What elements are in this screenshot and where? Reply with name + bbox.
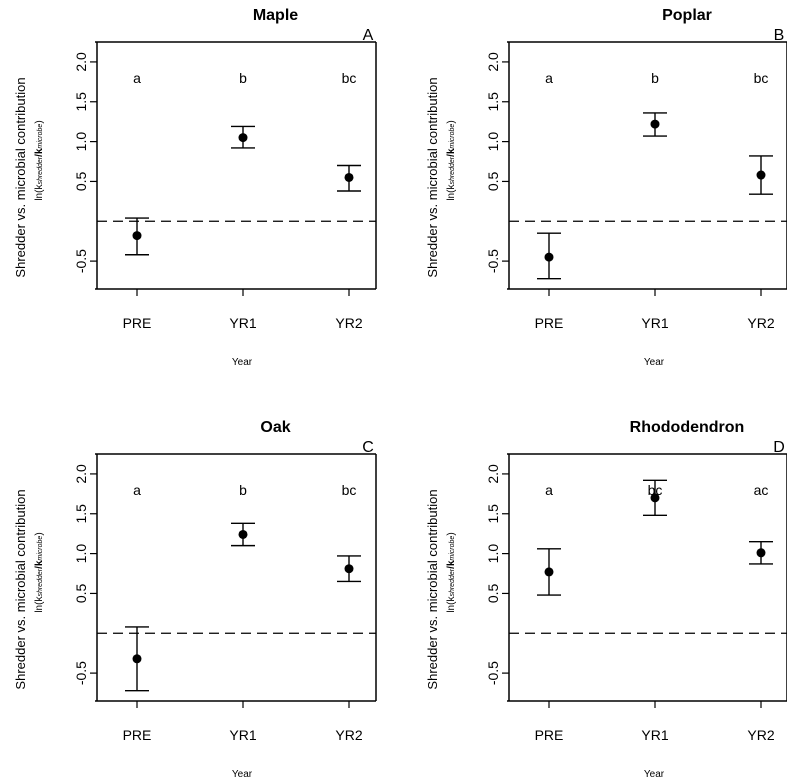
y-tick-label: 0.5 [485, 171, 501, 191]
significance-label: a [133, 70, 141, 86]
y-axis-sublabel: ln(kshredder/kmicrobe) [34, 120, 45, 200]
data-point [650, 493, 660, 503]
x-tick-label: YR2 [747, 727, 774, 743]
chart-title: Poplar [662, 7, 712, 24]
x-tick-label: YR1 [641, 315, 668, 331]
y-tick-label: 0.5 [485, 583, 501, 603]
panel-letter: B [774, 27, 785, 44]
x-tick-label: YR1 [229, 727, 256, 743]
panel-letter: D [773, 439, 785, 456]
chart-title: Rhododendron [630, 419, 745, 436]
y-tick-label: 1.0 [485, 132, 501, 152]
chart-title: Maple [253, 7, 298, 24]
significance-label: a [545, 482, 553, 498]
y-tick-label: 2.0 [485, 52, 501, 72]
data-point [132, 231, 142, 241]
significance-label: b [239, 70, 247, 86]
significance-label: a [133, 482, 141, 498]
significance-label: bc [342, 482, 357, 498]
y-tick-label: 1.5 [73, 92, 89, 112]
chart-panel-2: Oak C -0.5 0.5 1.0 1.5 2.0 Shredder vs. microbi… [13, 419, 377, 780]
y-axis-sublabel: ln(kshredder/kmicrobe) [34, 532, 45, 612]
chart-panel-1: Poplar B -0.5 0.5 1.0 1.5 2.0 Shredder vs. micr… [425, 7, 787, 368]
significance-label: bc [342, 70, 357, 86]
y-axis-sublabel: ln(kshredder/kmicrobe) [446, 532, 457, 612]
chart-title: Oak [260, 419, 290, 436]
data-point [238, 133, 248, 143]
panel-letter: C [362, 439, 374, 456]
x-tick-label: YR1 [641, 727, 668, 743]
y-axis-label: Shredder vs. microbial contribution [13, 77, 28, 277]
significance-label: bc [754, 70, 769, 86]
y-tick-label: 1.0 [485, 544, 501, 564]
x-tick-label: YR2 [335, 315, 362, 331]
y-tick-label: 2.0 [485, 464, 501, 484]
x-tick-label: PRE [123, 315, 152, 331]
data-point [132, 654, 142, 664]
x-axis-label: Year [644, 357, 665, 368]
data-point [756, 548, 766, 558]
y-tick-label: -0.5 [73, 249, 89, 273]
x-axis-label: Year [232, 769, 253, 780]
y-tick-label: 1.5 [73, 504, 89, 524]
x-tick-label: PRE [123, 727, 152, 743]
significance-label: a [545, 70, 553, 86]
data-point [650, 119, 660, 129]
x-tick-label: YR2 [335, 727, 362, 743]
chart-panel-0: Maple A -0.5 0.5 1.0 1.5 2.0 Shredder vs. micro… [13, 7, 377, 368]
chart-panel-3: Rhododendron D -0.5 0.5 1.0 1.5 2.0 Shredder vs… [425, 419, 787, 780]
x-tick-label: PRE [535, 727, 564, 743]
y-axis-label: Shredder vs. microbial contribution [425, 489, 440, 689]
data-point [344, 172, 354, 182]
y-tick-label: -0.5 [485, 661, 501, 685]
y-tick-label: -0.5 [73, 661, 89, 685]
data-point [756, 170, 766, 180]
x-tick-label: YR2 [747, 315, 774, 331]
data-point [544, 252, 554, 262]
x-tick-label: YR1 [229, 315, 256, 331]
y-tick-label: -0.5 [485, 249, 501, 273]
panel-letter: A [363, 27, 374, 44]
data-point [544, 567, 554, 577]
x-axis-label: Year [232, 357, 253, 368]
y-tick-label: 2.0 [73, 464, 89, 484]
y-tick-label: 1.5 [485, 92, 501, 112]
y-tick-label: 1.0 [73, 544, 89, 564]
y-axis-label: Shredder vs. microbial contribution [425, 77, 440, 277]
x-axis-label: Year [644, 769, 665, 780]
x-tick-label: PRE [535, 315, 564, 331]
y-tick-label: 1.0 [73, 132, 89, 152]
y-axis-sublabel: ln(kshredder/kmicrobe) [446, 120, 457, 200]
y-tick-label: 0.5 [73, 583, 89, 603]
y-tick-label: 1.5 [485, 504, 501, 524]
y-tick-label: 2.0 [73, 52, 89, 72]
data-point [344, 564, 354, 574]
y-tick-label: 0.5 [73, 171, 89, 191]
significance-label: b [239, 482, 247, 498]
significance-label: b [651, 70, 659, 86]
data-point [238, 529, 248, 539]
y-axis-label: Shredder vs. microbial contribution [13, 489, 28, 689]
significance-label: ac [754, 482, 769, 498]
